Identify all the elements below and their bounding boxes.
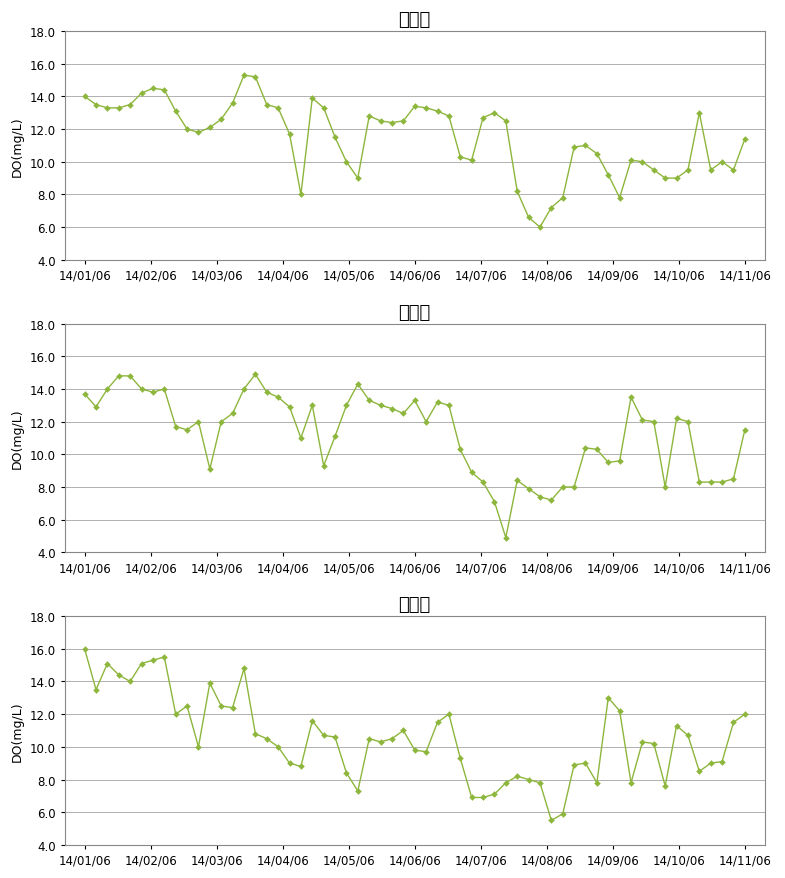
Title: 공주보: 공주보 (399, 303, 431, 321)
Y-axis label: DO(mg/L): DO(mg/L) (11, 701, 24, 761)
Title: 백제보: 백제보 (399, 595, 431, 614)
Title: 세종보: 세종보 (399, 11, 431, 29)
Y-axis label: DO(mg/L): DO(mg/L) (11, 408, 24, 469)
Y-axis label: DO(mg/L): DO(mg/L) (11, 116, 24, 176)
